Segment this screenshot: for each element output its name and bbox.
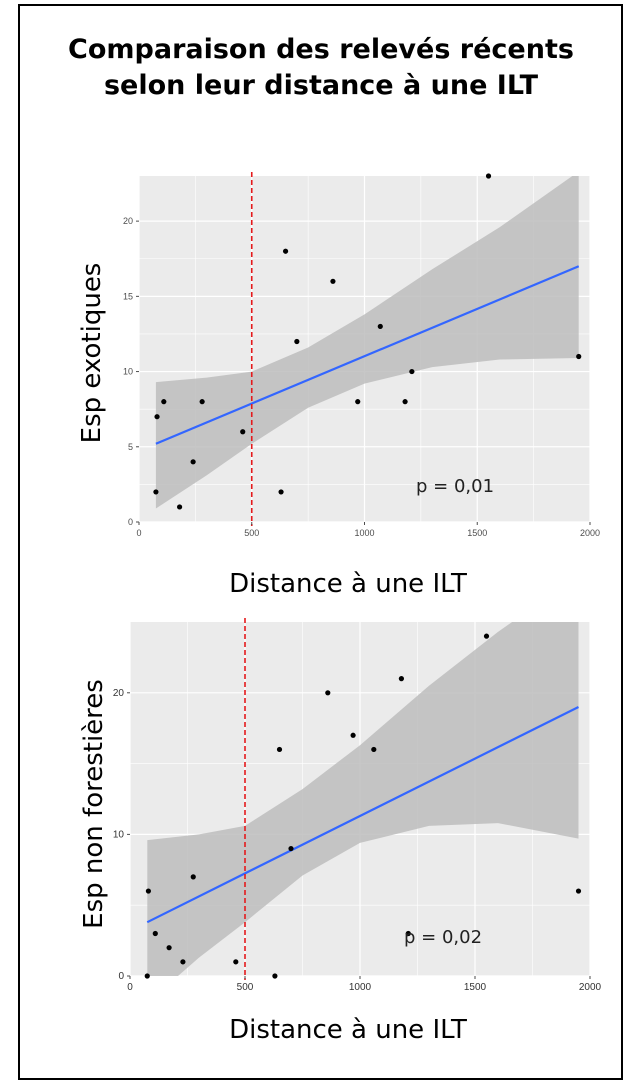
title-line-2: selon leur distance à une ILT — [103, 70, 538, 101]
figure-title: Comparaison des relevés récents selon le… — [36, 32, 606, 104]
figure-frame — [18, 4, 623, 1080]
title-line-1: Comparaison des relevés récents — [68, 34, 574, 65]
